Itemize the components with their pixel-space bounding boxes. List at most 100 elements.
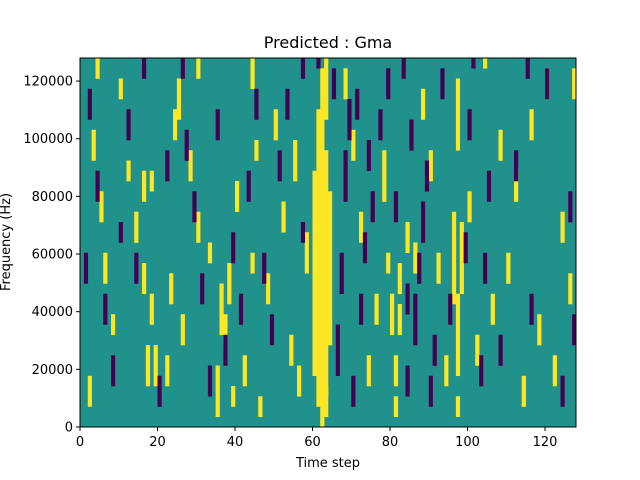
- chart-title: Predicted : Gma: [264, 33, 392, 52]
- heatmap-cell-yellow: [297, 365, 302, 397]
- heatmap-cell-yellow: [397, 304, 402, 336]
- heatmap-cell-yellow: [421, 88, 426, 120]
- heatmap-cell-yellow: [324, 150, 329, 397]
- x-tick-label: 60: [304, 435, 321, 450]
- heatmap-cell-yellow: [328, 191, 333, 346]
- heatmap-cell-yellow: [359, 211, 364, 243]
- heatmap-cell-yellow: [145, 345, 151, 387]
- x-tick-label: 100: [455, 435, 480, 450]
- heatmap-cell-purple: [421, 201, 426, 243]
- x-axis-label: Time step: [295, 456, 360, 471]
- y-tick-label: 0: [65, 421, 73, 436]
- heatmap-cell-yellow: [343, 68, 348, 100]
- heatmap-cell-yellow: [149, 293, 154, 325]
- heatmap-cell-yellow: [111, 314, 116, 336]
- heatmap-cell-yellow: [99, 191, 104, 223]
- heatmap-cell-yellow: [382, 150, 387, 202]
- heatmap-cell-yellow: [95, 58, 100, 79]
- heatmap-cell-purple: [118, 222, 123, 243]
- heatmap-cell-yellow: [273, 109, 278, 141]
- heatmap-cell-yellow: [312, 170, 317, 377]
- x-tick-label: 120: [533, 435, 558, 450]
- heatmap-cell-yellow: [320, 68, 325, 428]
- heatmap-cell-purple: [215, 109, 220, 141]
- axes-frame: [79, 57, 577, 428]
- heatmap-cell-yellow: [219, 283, 224, 336]
- heatmap-cell-purple: [483, 252, 488, 284]
- heatmap-cell-yellow: [196, 58, 201, 79]
- heatmap-cell-purple: [463, 232, 468, 264]
- heatmap-cell-purple: [366, 140, 371, 172]
- heatmap-cell-yellow: [475, 334, 480, 366]
- heatmap-cell-yellow: [231, 386, 236, 407]
- heatmap-cell-yellow: [215, 365, 220, 418]
- heatmap-cell-yellow: [572, 68, 577, 100]
- heatmap-cell-yellow: [250, 58, 255, 90]
- heatmap-cell-yellow: [506, 252, 511, 284]
- heatmap-cell-yellow: [374, 293, 379, 325]
- heatmap-cell-purple: [417, 252, 422, 284]
- heatmap-cell-yellow: [366, 355, 371, 387]
- heatmap-cell-yellow: [390, 293, 395, 336]
- heatmap-cell-purple: [525, 58, 530, 79]
- heatmap-cell-purple: [300, 58, 306, 79]
- heatmap-cell-yellow: [207, 242, 213, 264]
- heatmap-cell-yellow: [142, 263, 147, 295]
- heatmap-cell-purple: [180, 58, 185, 79]
- heatmap-cell-yellow: [455, 293, 461, 336]
- heatmap-cell-yellow: [227, 263, 232, 305]
- heatmap-cell-purple: [471, 58, 476, 69]
- heatmap-cell-purple: [165, 150, 170, 182]
- x-tick-label: 20: [149, 435, 166, 450]
- heatmap-cell-purple: [238, 293, 244, 325]
- heatmap-cell-yellow: [153, 345, 158, 387]
- y-axis-label: Frequency (Hz): [0, 193, 14, 291]
- heatmap-cell-yellow: [176, 78, 182, 120]
- heatmap-cell-purple: [316, 58, 321, 69]
- heatmap-cell-purple: [157, 375, 162, 407]
- y-tick-label: 100000: [23, 132, 73, 147]
- heatmap-cell-yellow: [529, 109, 534, 141]
- heatmap-cell-yellow: [514, 170, 519, 202]
- heatmap-cell-purple: [184, 129, 189, 161]
- heatmap-cell-yellow: [324, 58, 329, 120]
- heatmap-cell-purple: [262, 252, 267, 284]
- y-tick-label: 20000: [32, 363, 73, 378]
- heatmap-cell-yellow: [126, 160, 131, 182]
- heatmap-cell-yellow: [149, 170, 154, 192]
- heatmap-cell-yellow: [304, 232, 309, 274]
- heatmap-cell-yellow: [393, 396, 399, 418]
- heatmap-cell-purple: [246, 170, 251, 202]
- heatmap-cell-purple: [486, 170, 492, 202]
- y-tick-label: 60000: [32, 248, 73, 263]
- heatmap-cell-yellow: [521, 375, 526, 407]
- heatmap-cell-yellow: [103, 252, 108, 284]
- y-tick-label: 120000: [23, 75, 73, 90]
- heatmap-cell-yellow: [444, 355, 449, 387]
- heatmap-cell-yellow: [455, 396, 461, 418]
- heatmap-cell-yellow: [134, 211, 139, 243]
- x-tick-label: 40: [227, 435, 244, 450]
- heatmap-cell-purple: [572, 314, 577, 346]
- heatmap-cell-yellow: [483, 58, 488, 69]
- heatmap-cell-yellow: [289, 334, 294, 366]
- heatmap-cell-yellow: [413, 242, 418, 274]
- heatmap-cell-yellow: [455, 334, 461, 377]
- heatmap-cell-purple: [223, 334, 228, 366]
- heatmap-cell-purple: [200, 273, 205, 305]
- heatmap-cell-yellow: [266, 273, 271, 305]
- heatmap-cell-yellow: [386, 252, 391, 274]
- heatmap-cell-purple: [335, 324, 340, 377]
- heatmap-cell-purple: [277, 150, 282, 182]
- heatmap-cell-yellow: [165, 355, 170, 387]
- heatmap-cell-yellow: [455, 78, 461, 151]
- heatmap-cell-purple: [254, 88, 259, 120]
- heatmap-cell-yellow: [498, 129, 503, 161]
- heatmap-cell-purple: [231, 232, 236, 264]
- heatmap-cell-yellow: [537, 314, 542, 346]
- heatmap-cell-yellow: [490, 293, 495, 325]
- heatmap-cell-purple: [285, 88, 290, 120]
- heatmap-cell-purple: [545, 68, 550, 100]
- heatmap-cell-purple: [432, 334, 437, 366]
